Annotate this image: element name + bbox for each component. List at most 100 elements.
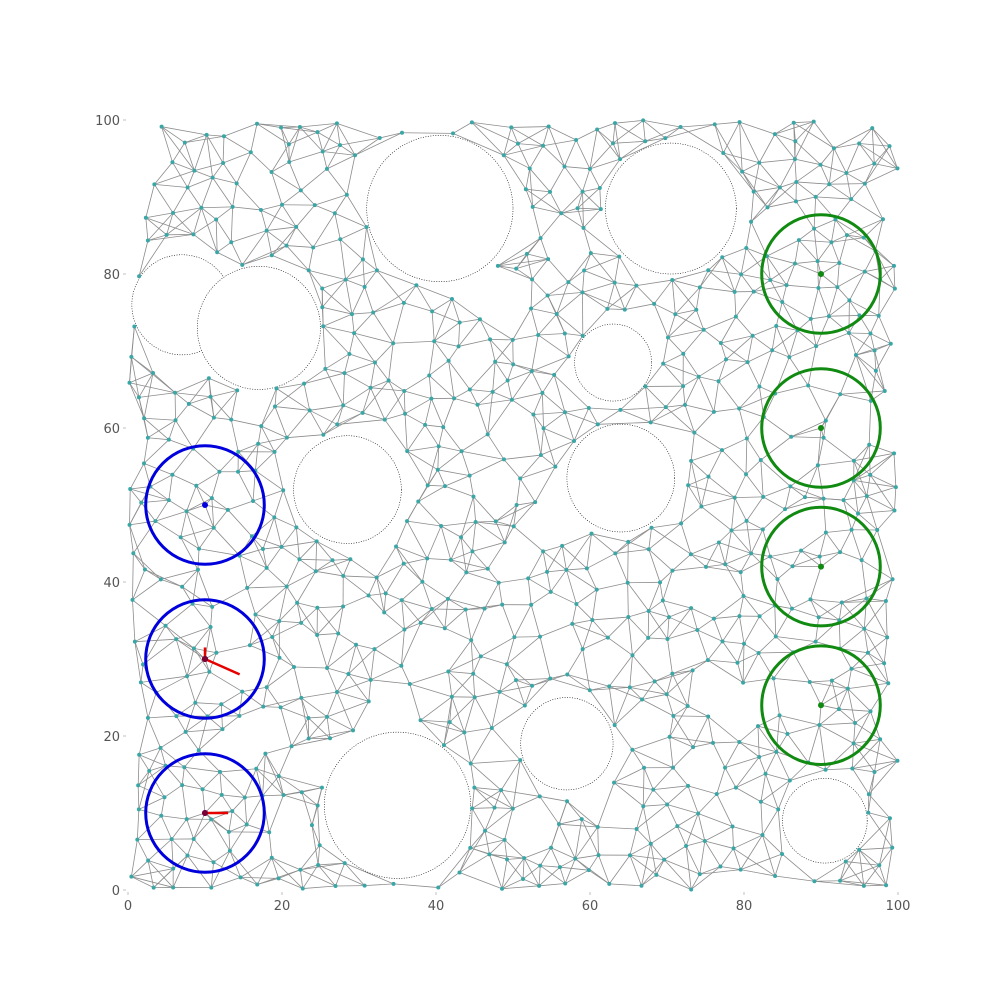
roadmap-edge (767, 187, 781, 208)
roadmap-edge (479, 319, 491, 340)
roadmap-edge (301, 792, 313, 826)
roadmap-node (391, 881, 396, 886)
roadmap-edge (599, 158, 621, 189)
roadmap-edge (262, 548, 268, 568)
roadmap-edge (582, 619, 593, 650)
roadmap-node (211, 525, 216, 530)
roadmap-edge (777, 780, 791, 810)
roadmap-node (502, 540, 507, 545)
roadmap-edge (516, 501, 536, 506)
roadmap-edge (246, 567, 267, 589)
roadmap-edge (514, 636, 541, 638)
roadmap-edge (506, 664, 517, 681)
roadmap-edge (370, 387, 405, 392)
roadmap-edge (138, 234, 167, 277)
roadmap-edge (368, 577, 378, 596)
roadmap-edge (239, 555, 267, 569)
roadmap-edge (835, 219, 865, 238)
roadmap-node (716, 540, 721, 545)
roadmap-edge (858, 849, 887, 886)
roadmap-node (468, 845, 473, 850)
roadmap-node (247, 643, 252, 648)
roadmap-node (315, 605, 320, 610)
roadmap-node (464, 570, 469, 575)
roadmap-edge (682, 386, 686, 405)
roadmap-node (564, 567, 569, 572)
roadmap-edge (762, 508, 786, 530)
roadmap-edge (230, 419, 239, 452)
roadmap-edge (831, 680, 849, 689)
roadmap-node (770, 348, 775, 353)
roadmap-node (878, 737, 883, 742)
roadmap-edge (276, 388, 310, 411)
roadmap-node (195, 567, 200, 572)
roadmap-edge (437, 469, 446, 487)
roadmap-edge (720, 335, 753, 344)
roadmap-edge (206, 134, 214, 178)
roadmap-edge (813, 121, 835, 149)
roadmap-node (857, 141, 862, 146)
roadmap-edge (566, 569, 597, 590)
roadmap-edge (404, 608, 433, 630)
roadmap-edge (662, 337, 669, 364)
roadmap-edge (278, 602, 298, 622)
roadmap-edge (184, 134, 207, 144)
roadmap-edge (351, 286, 365, 315)
roadmap-node (334, 690, 339, 695)
roadmap-node (482, 606, 487, 611)
roadmap-node (492, 805, 497, 810)
roadmap-edge (620, 406, 666, 411)
roadmap-edge (853, 479, 896, 488)
roadmap-edge (366, 227, 378, 271)
roadmap-edge (336, 679, 371, 693)
roadmap-edge (641, 843, 652, 886)
roadmap-edge (839, 861, 847, 881)
roadmap-node (584, 566, 589, 571)
roadmap-edge (210, 819, 231, 852)
roadmap-edge (642, 806, 652, 844)
roadmap-node (341, 573, 346, 578)
roadmap-node (145, 715, 150, 720)
roadmap-node (531, 412, 536, 417)
roadmap-node (403, 411, 408, 416)
roadmap-node (737, 614, 742, 619)
roadmap-edge (574, 818, 583, 859)
roadmap-edge (213, 509, 229, 529)
roadmap-edge (584, 256, 620, 271)
roadmap-edge (784, 498, 824, 510)
roadmap-edge (810, 287, 819, 320)
roadmap-edge (350, 558, 377, 578)
roadmap-edge (459, 830, 486, 873)
roadmap-node (174, 637, 179, 642)
roadmap-edge (667, 309, 697, 338)
roadmap-edge (833, 148, 847, 174)
roadmap-edge (853, 722, 856, 744)
roadmap-node (286, 142, 291, 147)
roadmap-edge (608, 854, 631, 885)
roadmap-edge (131, 868, 174, 878)
roadmap-edge (762, 496, 786, 510)
roadmap-edge (383, 593, 387, 613)
roadmap-edge (477, 399, 512, 406)
roadmap-node (814, 344, 819, 349)
roadmap-node (399, 663, 404, 668)
roadmap-node (320, 305, 325, 310)
roadmap-edge (582, 191, 584, 228)
roadmap-node (470, 549, 475, 554)
roadmap-edge (699, 286, 735, 293)
roadmap-edge (624, 303, 655, 310)
roadmap-node (208, 624, 213, 629)
roadmap-node (886, 681, 891, 686)
roadmap-edge (820, 262, 840, 275)
roadmap-edge (251, 536, 268, 569)
obstacle-circle (605, 142, 737, 275)
roadmap-edge (537, 313, 558, 336)
roadmap-edge (314, 194, 347, 206)
roadmap-node (221, 134, 226, 139)
roadmap-edge (868, 793, 891, 819)
roadmap-edge (232, 183, 238, 207)
x-tick-label: 100 (886, 899, 911, 914)
roadmap-edge (815, 196, 852, 200)
roadmap-edge (490, 338, 513, 341)
roadmap-edge (337, 419, 385, 425)
